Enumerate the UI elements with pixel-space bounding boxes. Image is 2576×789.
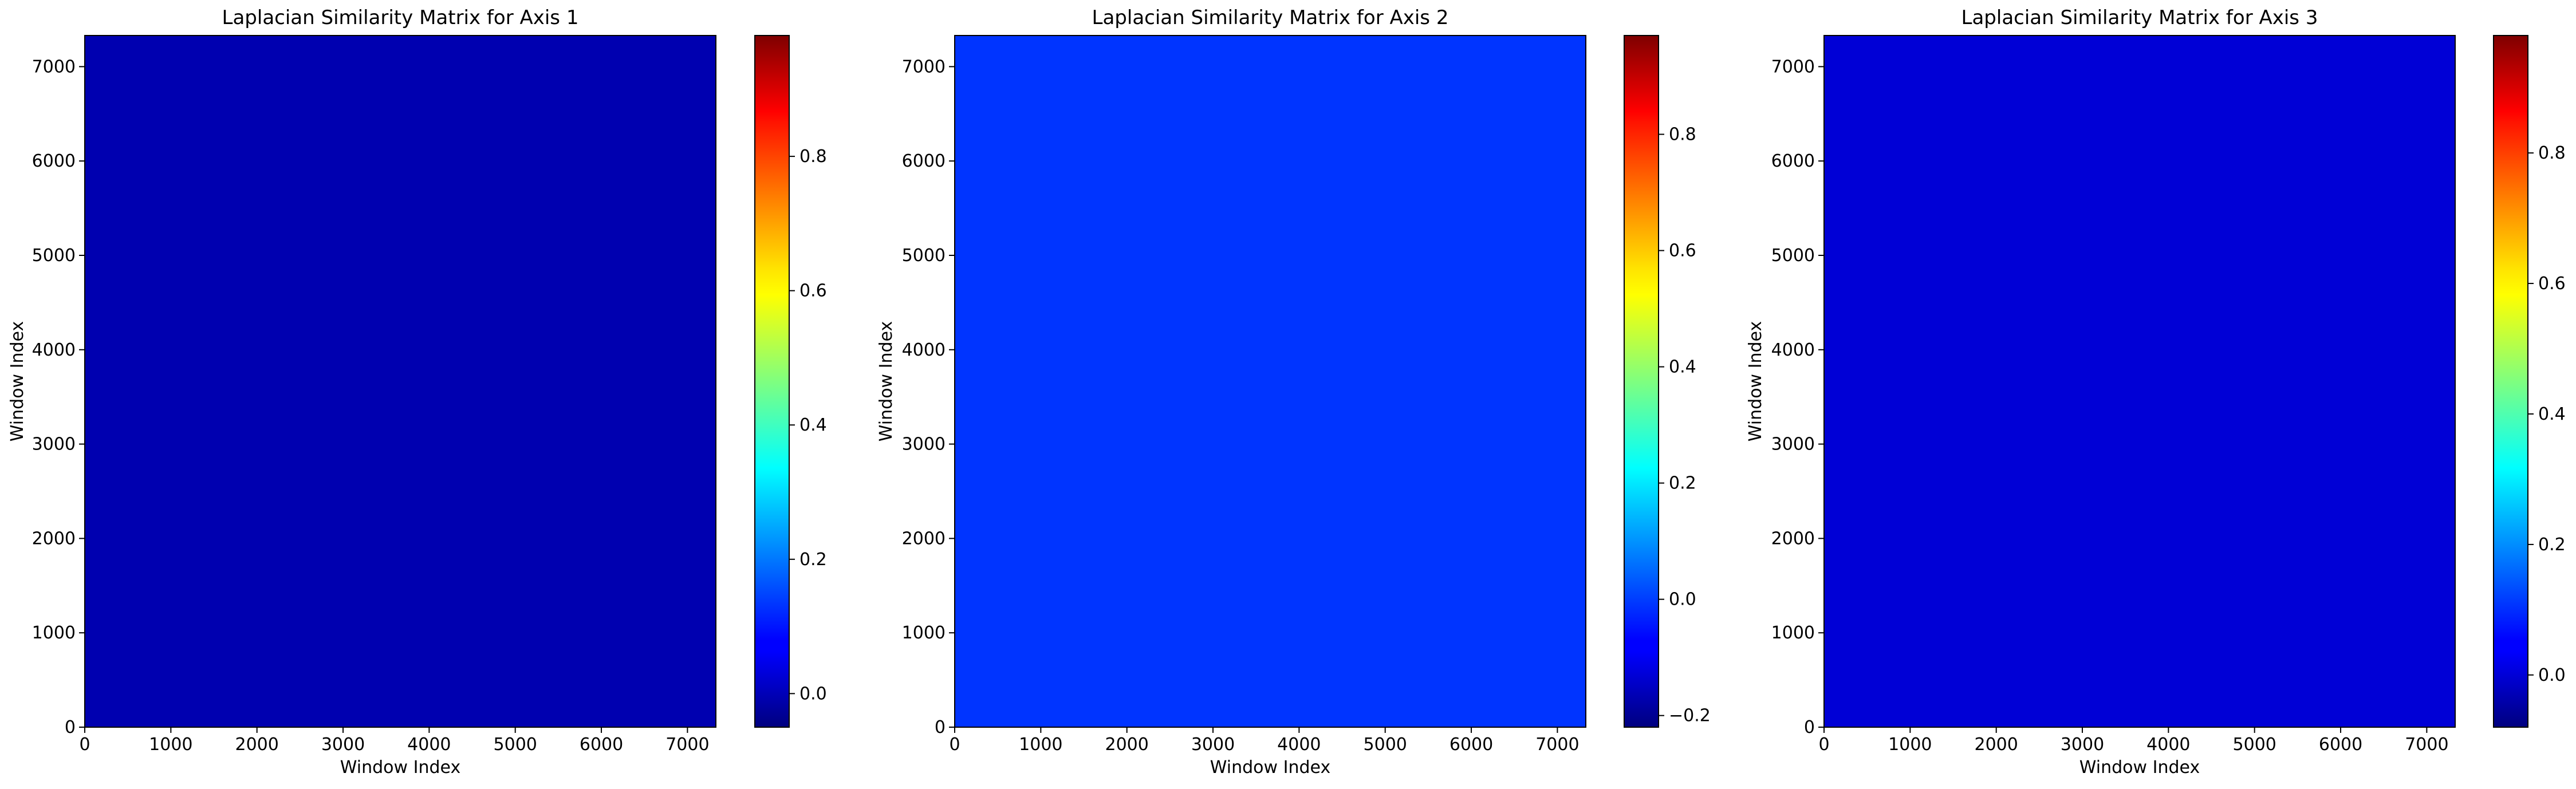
colorbar (1624, 35, 1659, 728)
x-ticks: 0 1000 2000 3000 4000 5000 6000 7000 (79, 727, 710, 755)
x-tick-label: 0 (79, 735, 90, 755)
x-tick-label: 1000 (149, 735, 192, 755)
axes-frame (1823, 35, 2456, 728)
y-tick-label: 3000 (32, 435, 76, 455)
heatmap-image (955, 35, 1586, 727)
y-tick-label: 4000 (902, 340, 946, 360)
colorbar-tick-label: 0.8 (1669, 125, 1696, 145)
y-axis-label: Window Index (1746, 321, 1766, 441)
x-tick-label: 4000 (1277, 735, 1321, 755)
y-tick-label: 6000 (902, 151, 946, 171)
x-ticks: 0 1000 2000 3000 4000 5000 6000 7000 (1818, 727, 2449, 755)
colorbar-tick-label: 0.2 (2538, 535, 2566, 555)
x-axis-label: Window Index (1210, 758, 1330, 778)
x-tick-label: 7000 (2405, 735, 2448, 755)
colorbar-tick-label: 0.8 (2538, 143, 2566, 163)
x-tick-label: 3000 (2061, 735, 2104, 755)
x-tick-label: 5000 (1364, 735, 1407, 755)
y-ticks: 0 1000 2000 3000 4000 5000 6000 7000 (902, 57, 955, 737)
x-tick-label: 7000 (1535, 735, 1579, 755)
colorbar (2493, 35, 2528, 728)
x-tick-label: 4000 (2146, 735, 2190, 755)
y-axis-label: Window Index (876, 321, 896, 441)
x-tick-label: 1000 (1888, 735, 1932, 755)
y-ticks: 0 1000 2000 3000 4000 5000 6000 7000 (32, 57, 85, 737)
colorbar-tick-label: 0.2 (1669, 474, 1696, 494)
y-tick-label: 6000 (1771, 151, 1815, 171)
colorbar-tick-label: 0.6 (799, 281, 827, 301)
chart-title: Laplacian Similarity Matrix for Axis 3 (1961, 6, 2318, 29)
colorbar-tick-label: 0.6 (1669, 241, 1696, 261)
x-tick-label: 2000 (1975, 735, 2018, 755)
x-ticks: 0 1000 2000 3000 4000 5000 6000 7000 (949, 727, 1580, 755)
x-tick-label: 1000 (1019, 735, 1062, 755)
y-tick-label: 4000 (32, 340, 76, 360)
x-tick-label: 5000 (2233, 735, 2276, 755)
y-tick-label: 0 (65, 717, 76, 737)
x-tick-label: 6000 (2319, 735, 2362, 755)
chart-title: Laplacian Similarity Matrix for Axis 1 (222, 6, 579, 29)
y-tick-label: 2000 (1771, 528, 1815, 549)
colorbar-tick-label: 0.0 (1669, 590, 1696, 610)
x-tick-label: 3000 (1191, 735, 1235, 755)
y-tick-label: 3000 (902, 435, 946, 455)
chart-title: Laplacian Similarity Matrix for Axis 2 (1092, 6, 1449, 29)
y-tick-label: 6000 (32, 151, 76, 171)
y-tick-label: 1000 (1771, 623, 1815, 643)
panel-axis-1: Laplacian Similarity Matrix for Axis 1 0… (7, 6, 827, 778)
colorbar-tick-label: 0.2 (799, 550, 827, 570)
x-axis-label: Window Index (2079, 758, 2200, 778)
x-tick-label: 2000 (235, 735, 279, 755)
y-axis-label: Window Index (7, 321, 27, 441)
heatmap-image (1824, 35, 2455, 727)
colorbar-ticks: −0.2 0.0 0.2 0.4 0.6 0.8 (1659, 125, 1711, 726)
y-tick-label: 2000 (902, 528, 946, 549)
colorbar-tick-label: 0.4 (1669, 357, 1696, 377)
colorbar-tick-label: 0.0 (2538, 665, 2566, 685)
y-tick-label: 2000 (32, 528, 76, 549)
x-tick-label: 6000 (580, 735, 623, 755)
x-tick-label: 2000 (1105, 735, 1149, 755)
colorbar (754, 35, 790, 728)
y-tick-label: 4000 (1771, 340, 1815, 360)
y-tick-label: 3000 (1771, 435, 1815, 455)
y-tick-label: 1000 (32, 623, 76, 643)
y-tick-label: 5000 (32, 246, 76, 266)
colorbar-tick-label: 0.6 (2538, 274, 2566, 294)
x-tick-label: 0 (949, 735, 960, 755)
y-tick-label: 7000 (1771, 57, 1815, 77)
y-tick-label: 7000 (902, 57, 946, 77)
x-tick-label: 0 (1818, 735, 1829, 755)
x-tick-label: 5000 (494, 735, 537, 755)
y-tick-label: 0 (935, 717, 946, 737)
x-axis-label: Window Index (340, 758, 460, 778)
x-tick-label: 7000 (665, 735, 709, 755)
colorbar-tick-label: 0.8 (799, 147, 827, 167)
colorbar-tick-label: −0.2 (1669, 706, 1711, 726)
colorbar-tick-label: 0.4 (2538, 404, 2566, 424)
colorbar-ticks: 0.0 0.2 0.4 0.6 0.8 (789, 147, 827, 704)
y-ticks: 0 1000 2000 3000 4000 5000 6000 7000 (1771, 57, 1824, 737)
y-tick-label: 0 (1804, 717, 1815, 737)
panel-axis-3: Laplacian Similarity Matrix for Axis 3 0… (1746, 6, 2566, 778)
colorbar-tick-label: 0.4 (799, 415, 827, 435)
x-tick-label: 6000 (1450, 735, 1493, 755)
colorbar-ticks: 0.0 0.2 0.4 0.6 0.8 (2528, 143, 2566, 685)
heatmap-image (85, 35, 716, 727)
axes-frame (84, 35, 716, 728)
panel-axis-2: Laplacian Similarity Matrix for Axis 2 0… (876, 6, 1711, 778)
y-tick-label: 5000 (1771, 246, 1815, 266)
y-tick-label: 1000 (902, 623, 946, 643)
axes-frame (954, 35, 1586, 728)
y-tick-label: 7000 (32, 57, 76, 77)
colorbar-tick-label: 0.0 (799, 684, 827, 704)
y-tick-label: 5000 (902, 246, 946, 266)
x-tick-label: 3000 (321, 735, 365, 755)
x-tick-label: 4000 (407, 735, 451, 755)
